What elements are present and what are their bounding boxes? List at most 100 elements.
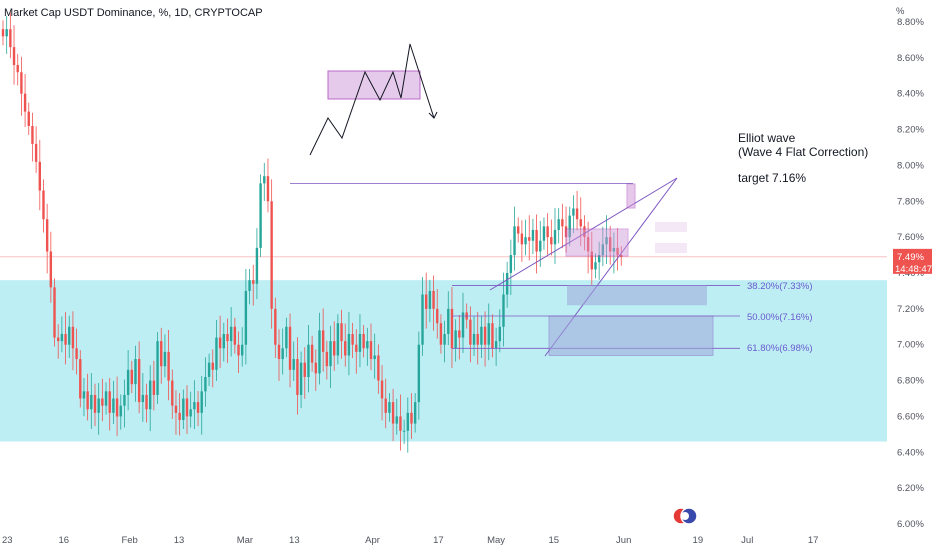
x-tick-label: Apr xyxy=(365,535,380,546)
y-tick-label: 8.40% xyxy=(897,89,924,100)
candle xyxy=(601,226,605,267)
time-axis[interactable]: 23 16 Feb 13 Mar 13 Apr 17 May 15 Jun 19 Jul 17 xyxy=(2,535,818,546)
candle xyxy=(288,313,292,388)
candle xyxy=(207,353,211,386)
y-tick-label: 8.80% xyxy=(897,17,924,28)
flag-center-icon xyxy=(681,512,689,520)
candle xyxy=(259,174,262,257)
currency-label: % xyxy=(896,6,905,17)
candle xyxy=(321,308,325,372)
faint-box xyxy=(655,243,687,253)
candle xyxy=(60,316,64,353)
candle xyxy=(358,314,362,368)
candle xyxy=(318,312,321,385)
candle xyxy=(494,327,498,366)
candle xyxy=(178,393,181,436)
candle xyxy=(218,315,222,369)
candle xyxy=(31,112,34,162)
candle xyxy=(369,323,373,371)
candle xyxy=(447,291,450,346)
candle xyxy=(487,303,490,361)
candle xyxy=(82,378,86,417)
candle xyxy=(263,162,266,201)
candle xyxy=(583,215,586,251)
elliot-wave-note: Elliot wave (Wave 4 Flat Correction) tar… xyxy=(738,131,868,185)
candle xyxy=(115,376,119,437)
candle xyxy=(38,139,41,211)
candle xyxy=(432,275,435,331)
candle xyxy=(539,221,542,267)
candle xyxy=(185,385,189,434)
candle xyxy=(12,25,16,85)
candle xyxy=(233,317,237,354)
candle xyxy=(340,309,343,359)
candle xyxy=(553,208,557,265)
candle xyxy=(413,393,417,433)
candle xyxy=(20,56,23,116)
candle xyxy=(101,378,104,422)
candle xyxy=(575,190,579,231)
candle xyxy=(307,324,310,393)
x-tick-label: Mar xyxy=(237,535,253,546)
candle xyxy=(535,214,538,274)
candle xyxy=(270,179,273,329)
economic-events[interactable] xyxy=(672,507,698,525)
candle xyxy=(491,314,494,358)
y-tick-label: 8.20% xyxy=(897,125,924,136)
candle xyxy=(23,73,27,128)
candle xyxy=(347,312,351,376)
consolidation-box xyxy=(565,228,629,257)
candle xyxy=(609,226,612,265)
candle xyxy=(281,328,284,375)
candle xyxy=(476,312,479,365)
candle xyxy=(590,231,593,285)
candle xyxy=(237,331,240,374)
candle xyxy=(97,383,100,435)
candle xyxy=(620,246,623,266)
candle xyxy=(1,20,5,46)
candle xyxy=(568,206,571,247)
candle xyxy=(362,324,365,358)
candle xyxy=(443,320,446,363)
y-tick-label: 7.60% xyxy=(897,232,924,243)
candle xyxy=(333,321,336,371)
candle xyxy=(561,203,564,249)
note-line-2: (Wave 4 Flat Correction) xyxy=(738,145,868,159)
candle xyxy=(222,322,225,362)
candle xyxy=(119,394,122,430)
y-tick-label: 7.20% xyxy=(897,304,924,315)
candle xyxy=(200,375,203,435)
fib-label-382: 38.20%(7.33%) xyxy=(747,281,812,292)
candle xyxy=(156,332,159,404)
y-tick-label: 6.00% xyxy=(897,519,924,530)
x-tick-label: 23 xyxy=(2,535,13,546)
candle xyxy=(406,397,409,453)
candle xyxy=(204,357,207,407)
candle xyxy=(182,389,185,429)
candle xyxy=(417,331,421,420)
candle xyxy=(42,179,45,233)
candle xyxy=(579,197,582,247)
candle xyxy=(108,378,111,431)
candle xyxy=(528,215,531,261)
candle xyxy=(480,315,483,358)
candle xyxy=(248,269,251,305)
candle xyxy=(160,327,163,384)
fib-label-500: 50.00%(7.16%) xyxy=(747,312,812,323)
candle xyxy=(266,158,270,213)
candle xyxy=(75,328,78,375)
candle xyxy=(373,333,376,379)
candle xyxy=(167,330,170,401)
candle xyxy=(450,286,454,369)
candle xyxy=(68,315,71,358)
fib-zone-618 xyxy=(548,315,714,356)
y-tick-label: 7.00% xyxy=(897,340,924,351)
candle xyxy=(377,344,380,394)
candle xyxy=(255,228,259,300)
candle xyxy=(215,319,218,381)
arrow-head-icon xyxy=(428,111,438,119)
wick-box xyxy=(626,183,636,209)
candle xyxy=(79,350,82,408)
candles xyxy=(1,11,623,453)
